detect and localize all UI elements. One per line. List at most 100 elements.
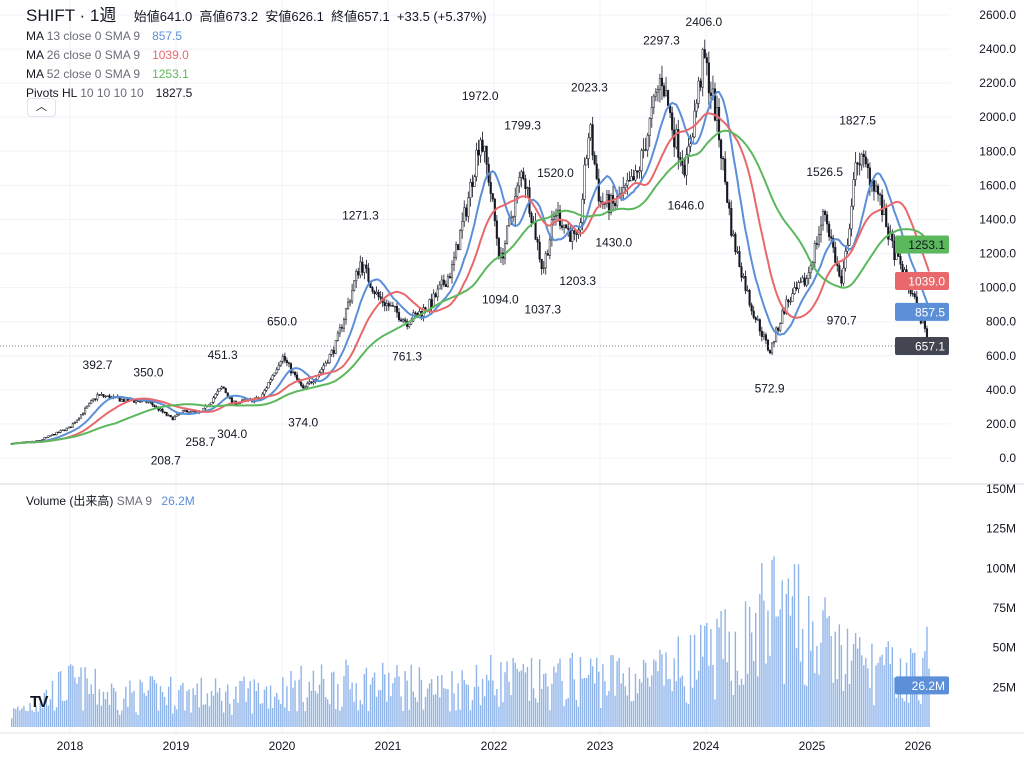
volume-bar — [337, 684, 339, 727]
volume-bar — [204, 704, 207, 727]
volume-bar — [549, 710, 551, 727]
volume-bar — [838, 624, 841, 727]
volume-legend[interactable]: Volume (出来高) SMA 9 26.2M — [26, 492, 195, 509]
volume-bar — [412, 691, 414, 727]
volume-bar — [636, 693, 639, 727]
candle-body — [540, 258, 543, 269]
candle-body — [567, 227, 570, 230]
volume-bar — [386, 701, 388, 727]
volume-bar — [691, 687, 694, 727]
candle-body — [524, 178, 527, 189]
price-badge — [895, 676, 949, 695]
volume-bar — [748, 606, 751, 727]
candle-body — [171, 416, 174, 421]
volume-bar — [430, 679, 433, 727]
candle-body — [94, 398, 97, 400]
candle-body — [402, 319, 405, 322]
volume-bar — [375, 696, 378, 727]
volume-bar — [547, 686, 549, 727]
volume-bar — [806, 685, 808, 727]
volume-bar — [343, 676, 345, 727]
candle-body — [787, 299, 790, 303]
candle-body — [461, 221, 464, 231]
candle-body — [752, 310, 755, 318]
volume-bar — [630, 701, 633, 727]
volume-bar — [889, 664, 891, 727]
volume-bar — [341, 706, 343, 727]
candle-body — [98, 394, 101, 396]
volume-bar — [432, 694, 435, 727]
candle-body — [614, 203, 617, 207]
volume-bar — [822, 610, 824, 727]
candle-body — [585, 158, 588, 166]
volume-bar — [653, 659, 655, 727]
candle-body — [452, 257, 456, 265]
candle-body — [359, 261, 362, 276]
candle-body — [436, 288, 439, 298]
candle-body — [522, 171, 525, 180]
volume-bar — [353, 701, 355, 727]
candle-body — [169, 414, 172, 418]
volume-bar — [814, 673, 816, 727]
price-tick-label: 2400.0 — [979, 42, 1016, 56]
volume-bar — [61, 700, 64, 727]
volume-bar — [227, 684, 229, 727]
symbol-title[interactable]: SHIFT · 1週 — [26, 6, 117, 25]
volume-bar — [245, 701, 247, 727]
candle-body — [118, 397, 121, 402]
volume-bar — [19, 710, 21, 727]
candle-body — [632, 176, 635, 181]
volume-bar — [808, 596, 810, 727]
pivot-label: 1037.3 — [524, 302, 561, 316]
volume-bar — [296, 711, 298, 727]
volume-bar — [396, 665, 398, 727]
candle-body — [483, 145, 486, 152]
candle-body — [726, 181, 729, 203]
volume-bar — [259, 703, 262, 727]
candle-body — [591, 124, 594, 156]
indicator-ma13[interactable]: MA 13 close 0 SMA 9 857.5 — [26, 27, 487, 46]
volume-bar — [331, 672, 333, 727]
indicator-pivots[interactable]: Pivots HL 10 10 10 10 1827.5 — [26, 84, 487, 103]
volume-bar — [791, 596, 794, 727]
collapse-legend-button[interactable]: ︿ — [27, 98, 56, 117]
candle-body — [626, 180, 629, 186]
volume-bar — [471, 700, 474, 727]
candle-body — [265, 387, 268, 391]
indicator-ma52[interactable]: MA 52 close 0 SMA 9 1253.1 — [26, 65, 487, 84]
volume-bar — [683, 686, 686, 727]
candle-body — [489, 182, 492, 194]
price-tick-label: 1400.0 — [979, 212, 1016, 226]
volume-bar — [31, 710, 33, 727]
candle-body — [387, 303, 390, 307]
volume-bar — [702, 656, 704, 727]
tradingview-logo[interactable]: TV — [30, 694, 49, 711]
candle-body — [840, 275, 843, 284]
candle-body — [791, 293, 794, 302]
candle-body — [730, 207, 733, 236]
pivot-label: 1827.5 — [839, 114, 876, 128]
candle-body — [279, 360, 282, 366]
volume-bar — [367, 711, 370, 727]
volume-bar — [388, 672, 390, 727]
volume-bar — [679, 677, 682, 727]
candle-body — [685, 154, 688, 176]
candle-body — [758, 319, 761, 332]
candle-body — [514, 195, 517, 217]
candle-body — [365, 264, 368, 269]
volume-bar — [771, 559, 773, 727]
pivot-label: 451.3 — [208, 348, 238, 362]
candle-body — [175, 414, 178, 417]
volume-bar — [359, 700, 361, 727]
volume-bar — [541, 688, 543, 727]
indicator-ma26[interactable]: MA 26 close 0 SMA 9 1039.0 — [26, 46, 487, 65]
close-value: 657.1 — [357, 9, 390, 24]
candle-body — [332, 350, 335, 354]
candle-body — [349, 300, 352, 303]
volume-bar — [787, 578, 790, 727]
candle-body — [336, 332, 339, 341]
pivot-label: 761.3 — [392, 349, 422, 363]
volume-bar — [329, 704, 331, 727]
volume-bar — [308, 681, 311, 727]
